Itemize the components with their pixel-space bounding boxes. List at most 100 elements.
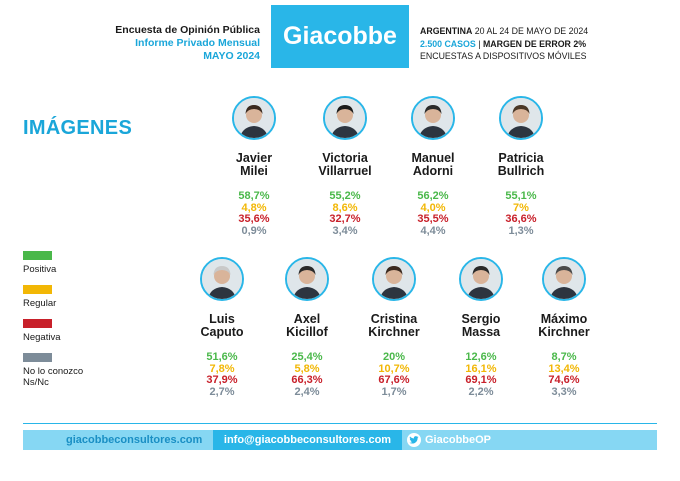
- value-ns: 3,4%: [332, 224, 358, 237]
- value-negativa: 66,3%: [291, 374, 323, 386]
- candidate-first-name: Patricia: [498, 151, 544, 165]
- legend-negativa: Negativa: [23, 319, 143, 343]
- candidate-results: 51,6% 7,8% 37,9% 2,7%: [177, 351, 267, 398]
- value-ns: 0,9%: [241, 224, 267, 237]
- candidate-first-name: Victoria: [322, 151, 368, 165]
- candidate-first-name: Máximo: [540, 312, 588, 326]
- value-negativa: 69,1%: [465, 374, 497, 386]
- report-month: MAYO 2024: [203, 50, 260, 62]
- value-positiva: 12,6%: [465, 351, 497, 363]
- section-title: IMÁGENES: [23, 117, 133, 139]
- candidate-first-name: Sergio: [461, 312, 501, 326]
- candidate-photo: [411, 96, 455, 140]
- candidate-results: 8,7% 13,4% 74,6% 3,3%: [519, 351, 609, 398]
- legend-swatch-positiva: [23, 251, 52, 260]
- value-regular: 7,8%: [209, 362, 235, 375]
- twitter-icon: [407, 433, 421, 447]
- value-regular: 4,8%: [241, 201, 267, 214]
- candidate-photo: [285, 257, 329, 301]
- legend-regular: Regular: [23, 285, 143, 309]
- value-positiva: 51,6%: [206, 351, 238, 363]
- candidate-results: 12,6% 16,1% 69,1% 2,2%: [436, 351, 526, 398]
- legend-positiva: Positiva: [23, 251, 143, 275]
- candidate-name: Máximo Kirchner: [519, 313, 609, 338]
- candidate-card: Axel Kicillof 25,4% 5,8% 66,3% 2,4%: [262, 257, 352, 398]
- candidate-card: Javier Milei 58,7% 4,8% 35,6% 0,9%: [209, 96, 299, 237]
- value-ns: 2,7%: [209, 385, 235, 398]
- twitter-link[interactable]: GiacobbeOP: [407, 430, 491, 450]
- survey-info: Encuesta de Opinión Pública Informe Priv…: [115, 24, 260, 63]
- value-positiva: 58,7%: [238, 190, 270, 202]
- candidate-results: 58,7% 4,8% 35,6% 0,9%: [209, 190, 299, 237]
- value-regular: 16,1%: [465, 362, 497, 375]
- candidate-name: Patricia Bullrich: [476, 152, 566, 177]
- candidate-card: Victoria Villarruel 55,2% 8,6% 32,7% 3,4%: [300, 96, 390, 237]
- email-link[interactable]: info@giacobbeconsultores.com: [213, 430, 402, 450]
- legend-label: Negativa: [23, 332, 61, 343]
- survey-details: ARGENTINA 20 AL 24 DE MAYO DE 2024 2.500…: [420, 25, 588, 63]
- candidate-name: Cristina Kirchner: [349, 313, 439, 338]
- candidate-results: 56,2% 4,0% 35,5% 4,4%: [388, 190, 478, 237]
- value-positiva: 55,1%: [505, 190, 537, 202]
- legend-label-2: Ns/Nc: [23, 377, 49, 388]
- value-regular: 7%: [513, 201, 529, 214]
- candidate-card: Máximo Kirchner 8,7% 13,4% 74,6% 3,3%: [519, 257, 609, 398]
- value-negativa: 74,6%: [548, 374, 580, 386]
- case-count: 2.500 CASOS: [420, 38, 476, 49]
- candidate-results: 55,1% 7% 36,6% 1,3%: [476, 190, 566, 237]
- value-negativa: 35,5%: [417, 213, 449, 225]
- candidate-photo: [200, 257, 244, 301]
- value-regular: 10,7%: [378, 362, 410, 375]
- country: ARGENTINA: [420, 26, 473, 36]
- value-ns: 1,7%: [381, 385, 407, 398]
- candidate-last-name: Kirchner: [368, 324, 420, 339]
- value-positiva: 55,2%: [329, 190, 361, 202]
- brand-logo: Giacobbe: [271, 5, 409, 68]
- value-regular: 13,4%: [548, 362, 580, 375]
- candidate-last-name: Milei: [240, 163, 268, 178]
- candidate-photo: [542, 257, 586, 301]
- value-negativa: 67,6%: [378, 374, 410, 386]
- legend-label: No lo conozco: [23, 366, 84, 377]
- candidate-name: Axel Kicillof: [262, 313, 352, 338]
- candidate-photo: [459, 257, 503, 301]
- candidate-name: Javier Milei: [209, 152, 299, 177]
- value-positiva: 25,4%: [291, 351, 323, 363]
- legend-label: Regular: [23, 298, 57, 309]
- value-ns: 3,3%: [551, 385, 577, 398]
- candidate-last-name: Villarruel: [318, 163, 372, 178]
- separator: |: [475, 38, 483, 49]
- value-negativa: 35,6%: [238, 213, 270, 225]
- website-link[interactable]: giacobbeconsultores.com: [66, 434, 203, 446]
- legend-swatch-ns: [23, 353, 52, 362]
- report-type: Informe Privado Mensual: [135, 37, 260, 49]
- candidate-first-name: Cristina: [370, 312, 418, 326]
- value-ns: 1,3%: [508, 224, 534, 237]
- legend-ns: No lo conozco Ns/Nc: [23, 353, 143, 388]
- value-regular: 5,8%: [294, 362, 320, 375]
- value-positiva: 20%: [382, 351, 406, 363]
- value-positiva: 56,2%: [417, 190, 449, 202]
- candidate-last-name: Adorni: [412, 163, 454, 178]
- value-regular: 8,6%: [332, 201, 358, 214]
- value-negativa: 36,6%: [505, 213, 537, 225]
- legend-swatch-negativa: [23, 319, 52, 328]
- candidate-name: Luis Caputo: [177, 313, 267, 338]
- candidate-photo: [499, 96, 543, 140]
- candidate-last-name: Massa: [461, 324, 501, 339]
- value-negativa: 37,9%: [206, 374, 238, 386]
- candidate-card: Cristina Kirchner 20% 10,7% 67,6% 1,7%: [349, 257, 439, 398]
- candidate-photo: [323, 96, 367, 140]
- candidate-card: Luis Caputo 51,6% 7,8% 37,9% 2,7%: [177, 257, 267, 398]
- candidate-photo: [232, 96, 276, 140]
- date-range: 20 AL 24 DE MAYO DE 2024: [472, 26, 589, 36]
- candidate-name: Sergio Massa: [436, 313, 526, 338]
- candidate-name: Manuel Adorni: [388, 152, 478, 177]
- value-positiva: 8,7%: [551, 351, 577, 363]
- candidate-last-name: Kirchner: [538, 324, 590, 339]
- value-negativa: 32,7%: [329, 213, 361, 225]
- candidate-first-name: Axel: [293, 312, 321, 326]
- legend-swatch-regular: [23, 285, 52, 294]
- candidate-first-name: Javier: [235, 151, 273, 165]
- candidate-name: Victoria Villarruel: [300, 152, 390, 177]
